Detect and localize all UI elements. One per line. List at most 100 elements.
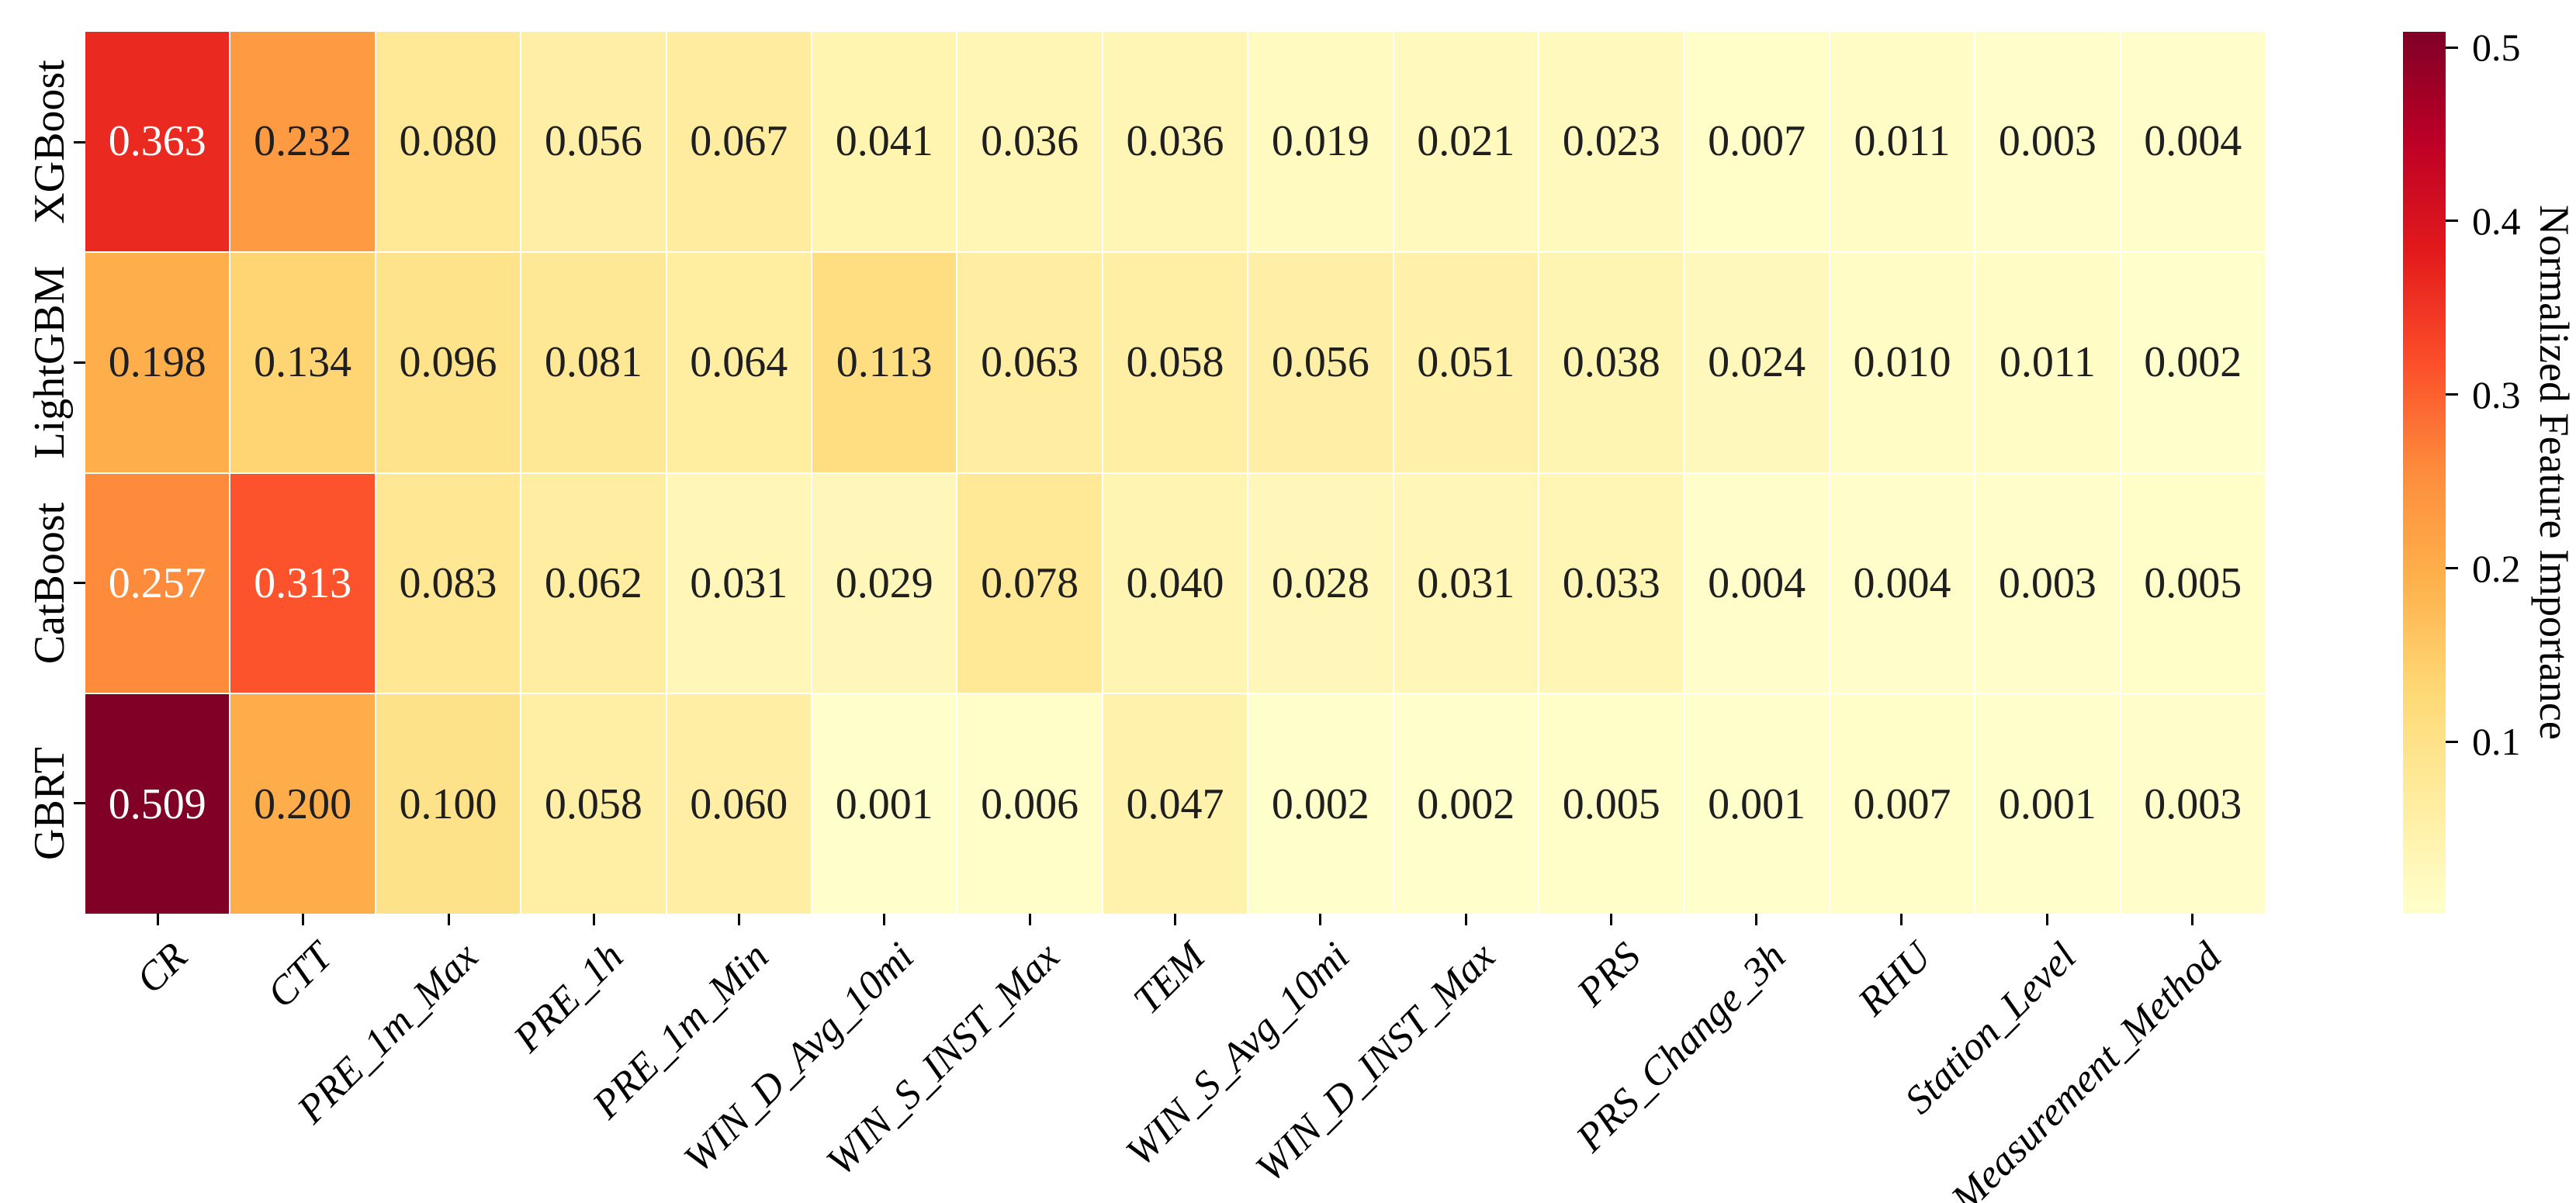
heatmap-cell: 0.004 bbox=[1830, 473, 1975, 693]
colorbar-gradient bbox=[2403, 32, 2446, 914]
heatmap-cell: 0.010 bbox=[1830, 252, 1975, 472]
heatmap-cell: 0.003 bbox=[1975, 32, 2120, 251]
column-label: PRE_1h bbox=[505, 934, 632, 1061]
heatmap-cell: 0.011 bbox=[1975, 252, 2120, 472]
heatmap-cell: 0.002 bbox=[2121, 252, 2265, 472]
heatmap-cell: 0.007 bbox=[1830, 694, 1975, 914]
heatmap-cell: 0.004 bbox=[1684, 473, 1829, 693]
colorbar-label: Normalized Feature Importance bbox=[2531, 205, 2576, 740]
heatmap-cell: 0.064 bbox=[667, 252, 811, 472]
heatmap-cell: 0.003 bbox=[2121, 694, 2265, 914]
heatmap-cell: 0.063 bbox=[957, 252, 1102, 472]
heatmap-cell: 0.007 bbox=[1684, 32, 1829, 251]
heatmap-cell: 0.028 bbox=[1248, 473, 1393, 693]
heatmap-cell: 0.081 bbox=[521, 252, 666, 472]
heatmap-cell: 0.003 bbox=[1975, 473, 2120, 693]
heatmap-cell: 0.232 bbox=[230, 32, 375, 251]
heatmap-cell: 0.363 bbox=[85, 32, 230, 251]
heatmap-cell: 0.023 bbox=[1539, 32, 1684, 251]
heatmap-cell: 0.051 bbox=[1394, 252, 1538, 472]
heatmap-cell: 0.036 bbox=[1103, 32, 1248, 251]
x-tick bbox=[157, 914, 160, 925]
colorbar-tick-label: 0.1 bbox=[2472, 720, 2521, 764]
heatmap-cell: 0.004 bbox=[2121, 32, 2265, 251]
colorbar-tick-label: 0.4 bbox=[2472, 199, 2521, 243]
heatmap-cell: 0.067 bbox=[667, 32, 811, 251]
column-label: CTT bbox=[259, 934, 341, 1017]
colorbar-tick bbox=[2446, 220, 2458, 223]
y-tick bbox=[74, 361, 85, 364]
row-label: LightGBM bbox=[26, 265, 74, 459]
heatmap-cell: 0.060 bbox=[667, 694, 811, 914]
colorbar-tick-label: 0.2 bbox=[2472, 546, 2521, 590]
x-tick bbox=[883, 914, 886, 925]
heatmap-cell: 0.056 bbox=[1248, 252, 1393, 472]
row-label: GBRT bbox=[26, 746, 74, 860]
heatmap-cell: 0.024 bbox=[1684, 252, 1829, 472]
heatmap-cell: 0.134 bbox=[230, 252, 375, 472]
colorbar-tick bbox=[2446, 46, 2458, 49]
x-tick bbox=[2045, 914, 2048, 925]
y-tick bbox=[74, 140, 85, 143]
y-tick bbox=[74, 582, 85, 585]
x-tick bbox=[302, 914, 305, 925]
heatmap-cell: 0.036 bbox=[957, 32, 1102, 251]
heatmap-cell: 0.029 bbox=[812, 473, 957, 693]
x-tick bbox=[1900, 914, 1903, 925]
x-tick bbox=[1609, 914, 1612, 925]
heatmap-cell: 0.509 bbox=[85, 694, 230, 914]
heatmap-cell: 0.078 bbox=[957, 473, 1102, 693]
heatmap-cell: 0.313 bbox=[230, 473, 375, 693]
heatmap-cell: 0.058 bbox=[1103, 252, 1248, 472]
x-tick bbox=[738, 914, 741, 925]
heatmap-cell: 0.096 bbox=[376, 252, 521, 472]
heatmap-cell: 0.198 bbox=[85, 252, 230, 472]
heatmap-cell: 0.038 bbox=[1539, 252, 1684, 472]
heatmap-cell: 0.001 bbox=[812, 694, 957, 914]
heatmap-cell: 0.040 bbox=[1103, 473, 1248, 693]
x-tick bbox=[1319, 914, 1322, 925]
x-tick bbox=[1174, 914, 1176, 925]
heatmap-cell: 0.001 bbox=[1975, 694, 2120, 914]
heatmap-cell: 0.002 bbox=[1248, 694, 1393, 914]
x-tick bbox=[2190, 914, 2193, 925]
heatmap-cell: 0.257 bbox=[85, 473, 230, 693]
x-tick bbox=[1028, 914, 1031, 925]
y-tick bbox=[74, 802, 85, 805]
heatmap-cell: 0.006 bbox=[957, 694, 1102, 914]
column-label: WIN_D_INST_Max bbox=[1247, 934, 1504, 1191]
column-label: TEM bbox=[1124, 934, 1214, 1023]
heatmap-cell: 0.021 bbox=[1394, 32, 1538, 251]
row-label: CatBoost bbox=[26, 502, 74, 664]
heatmap-cell: 0.062 bbox=[521, 473, 666, 693]
column-label: Measurement_Method bbox=[1943, 934, 2231, 1203]
column-label: RHU bbox=[1849, 934, 1940, 1025]
x-tick bbox=[592, 914, 595, 925]
heatmap-grid: 0.363 0.232 0.080 0.056 0.067 0.041 0.036 0.036… bbox=[85, 32, 2265, 914]
heatmap-cell: 0.113 bbox=[812, 252, 957, 472]
x-tick bbox=[1464, 914, 1467, 925]
heatmap-cell: 0.001 bbox=[1684, 694, 1829, 914]
heatmap-cell: 0.083 bbox=[376, 473, 521, 693]
column-label: PRS bbox=[1568, 934, 1650, 1015]
heatmap-cell: 0.080 bbox=[376, 32, 521, 251]
colorbar-tick-label: 0.5 bbox=[2472, 26, 2521, 70]
heatmap-cell: 0.005 bbox=[2121, 473, 2265, 693]
heatmap-cell: 0.031 bbox=[667, 473, 811, 693]
heatmap-cell: 0.031 bbox=[1394, 473, 1538, 693]
x-tick bbox=[447, 914, 450, 925]
heatmap-cell: 0.005 bbox=[1539, 694, 1684, 914]
heatmap-cell: 0.056 bbox=[521, 32, 666, 251]
row-label: XGBoost bbox=[26, 60, 74, 224]
heatmap-cell: 0.002 bbox=[1394, 694, 1538, 914]
heatmap-cell: 0.019 bbox=[1248, 32, 1393, 251]
heatmap-cell: 0.041 bbox=[812, 32, 957, 251]
heatmap-cell: 0.100 bbox=[376, 694, 521, 914]
colorbar-tick bbox=[2446, 393, 2458, 396]
heatmap-cell: 0.047 bbox=[1103, 694, 1248, 914]
heatmap-cell: 0.058 bbox=[521, 694, 666, 914]
heatmap-cell: 0.033 bbox=[1539, 473, 1684, 693]
x-tick bbox=[1755, 914, 1758, 925]
heatmap-cell: 0.200 bbox=[230, 694, 375, 914]
